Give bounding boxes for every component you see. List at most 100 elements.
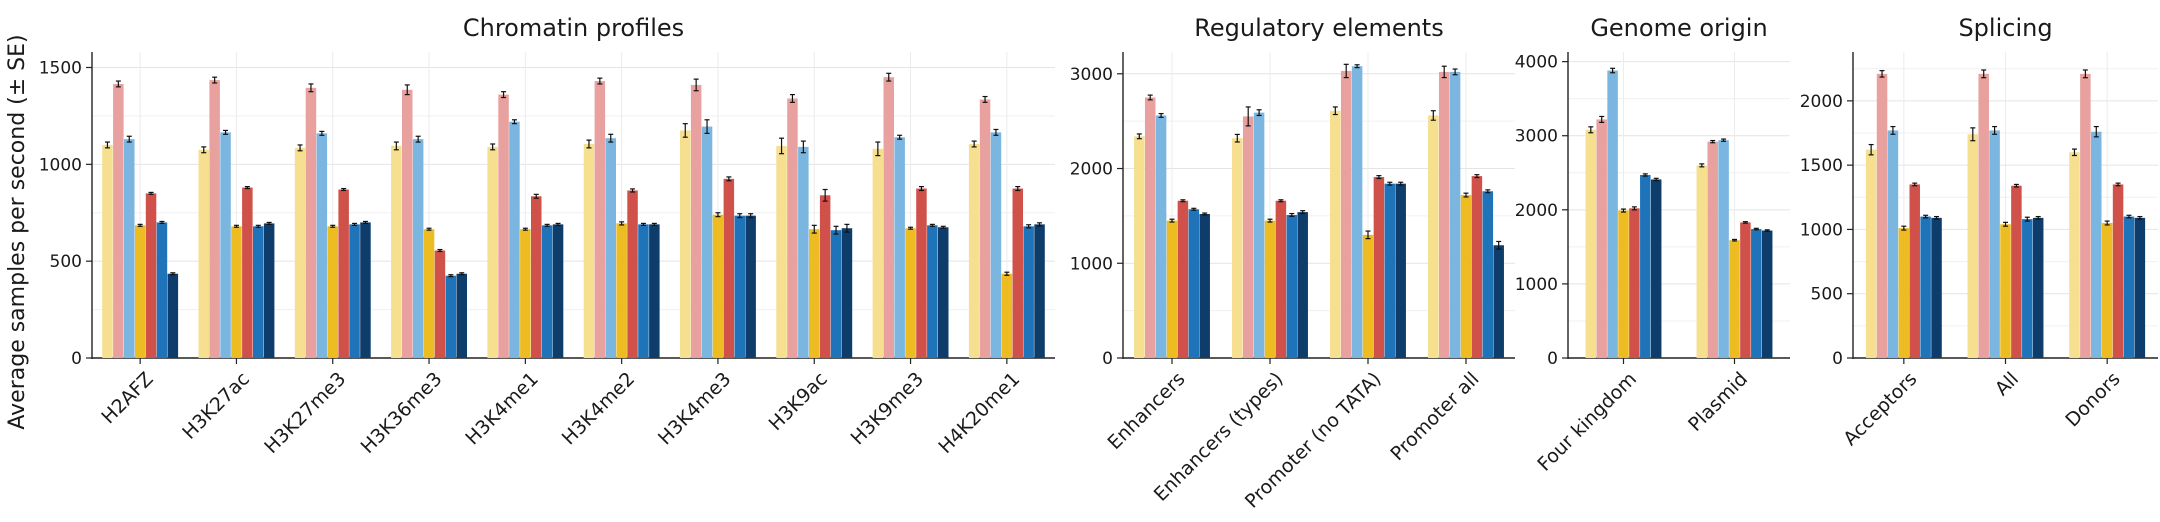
y-tick-label: 2000 [1515, 201, 1558, 221]
y-tick-label: 1500 [1800, 156, 1843, 176]
bar [456, 273, 467, 358]
panel-title: Regulatory elements [1194, 14, 1443, 42]
bar [1876, 73, 1888, 358]
y-tick-label: 500 [50, 252, 82, 272]
bar [1351, 66, 1363, 359]
bar [509, 121, 520, 358]
bar [968, 143, 980, 358]
bar [1373, 177, 1385, 358]
bar [1438, 71, 1450, 358]
y-tick-label: 3000 [1070, 65, 1113, 85]
bar [627, 190, 638, 358]
bar [1707, 141, 1718, 358]
bar [124, 139, 135, 358]
bar [498, 94, 509, 358]
bar [1275, 200, 1287, 358]
bar [423, 229, 435, 358]
bar [841, 228, 853, 358]
bar [220, 132, 231, 358]
bar [2032, 217, 2044, 358]
bar [701, 126, 713, 358]
bar [979, 99, 991, 358]
bar [1740, 222, 1751, 358]
bar [1155, 115, 1167, 358]
bar [391, 145, 402, 358]
bar [883, 77, 894, 358]
bar [916, 188, 927, 358]
bar [2091, 131, 2102, 358]
bar [1384, 183, 1396, 358]
bar [1264, 220, 1276, 358]
bar [1718, 140, 1729, 358]
bar [798, 146, 809, 358]
bar [745, 215, 756, 358]
bar [1696, 165, 1708, 358]
bar [1761, 230, 1773, 358]
bar [1144, 97, 1156, 358]
y-axis-title: Average samples per second (± SE) [5, 34, 30, 429]
y-tick-label: 0 [71, 349, 82, 369]
bar [1362, 234, 1374, 358]
bar [1001, 273, 1013, 358]
bar [1034, 224, 1045, 358]
bar [1297, 212, 1308, 358]
bar [809, 229, 820, 358]
bar [1978, 73, 1989, 358]
bar [605, 138, 616, 358]
y-tick-label: 2000 [1070, 160, 1113, 180]
bar [156, 222, 168, 358]
bar [1898, 228, 1910, 358]
bar [316, 133, 328, 358]
bar [1449, 71, 1461, 358]
bar [305, 87, 317, 359]
bar [145, 193, 157, 358]
bar [402, 89, 413, 359]
bar [294, 147, 306, 358]
bar [231, 226, 242, 358]
bar [1253, 112, 1265, 358]
x-tick-label: H3K36me3 [357, 368, 447, 458]
bar [594, 81, 606, 359]
bar [2123, 216, 2135, 358]
bar [541, 225, 553, 358]
x-tick-label: Donors [2061, 368, 2124, 431]
y-tick-label: 0 [1832, 349, 1843, 369]
bar [1920, 216, 1931, 358]
bar [1751, 229, 1762, 358]
bar [2080, 73, 2091, 358]
bar [1607, 70, 1618, 358]
y-tick-label: 1000 [39, 155, 82, 175]
bar [520, 229, 531, 358]
bar [2112, 184, 2124, 358]
bar [1865, 149, 1877, 358]
x-tick-label: Four kingdom [1533, 368, 1641, 476]
bar [1729, 240, 1740, 358]
bar [776, 145, 787, 358]
bar [1340, 70, 1352, 359]
bar [487, 146, 498, 358]
bar [102, 144, 113, 358]
bar [242, 187, 253, 358]
bar [872, 148, 884, 358]
bar [905, 228, 916, 358]
bar [2011, 185, 2022, 358]
bar [1471, 176, 1483, 358]
bar [1967, 134, 1979, 358]
x-tick-label: All [1991, 368, 2023, 400]
bar [167, 273, 179, 358]
x-tick-label: Acceptors [1839, 368, 1921, 450]
panel-title: Genome origin [1590, 14, 1767, 42]
y-tick-label: 1500 [39, 58, 82, 78]
bar [113, 83, 124, 359]
bar [1887, 130, 1899, 358]
x-tick-label: Promoter all [1386, 368, 1483, 465]
bar [1618, 210, 1629, 358]
x-tick-label: H3K4me2 [558, 368, 639, 449]
bar [1585, 129, 1597, 358]
bar [583, 143, 595, 358]
bar [1286, 214, 1298, 358]
bar [349, 224, 360, 358]
x-tick-label: H2AFZ [97, 368, 157, 428]
x-tick-label: H3K9me3 [847, 368, 928, 449]
y-tick-label: 0 [1547, 349, 1558, 369]
